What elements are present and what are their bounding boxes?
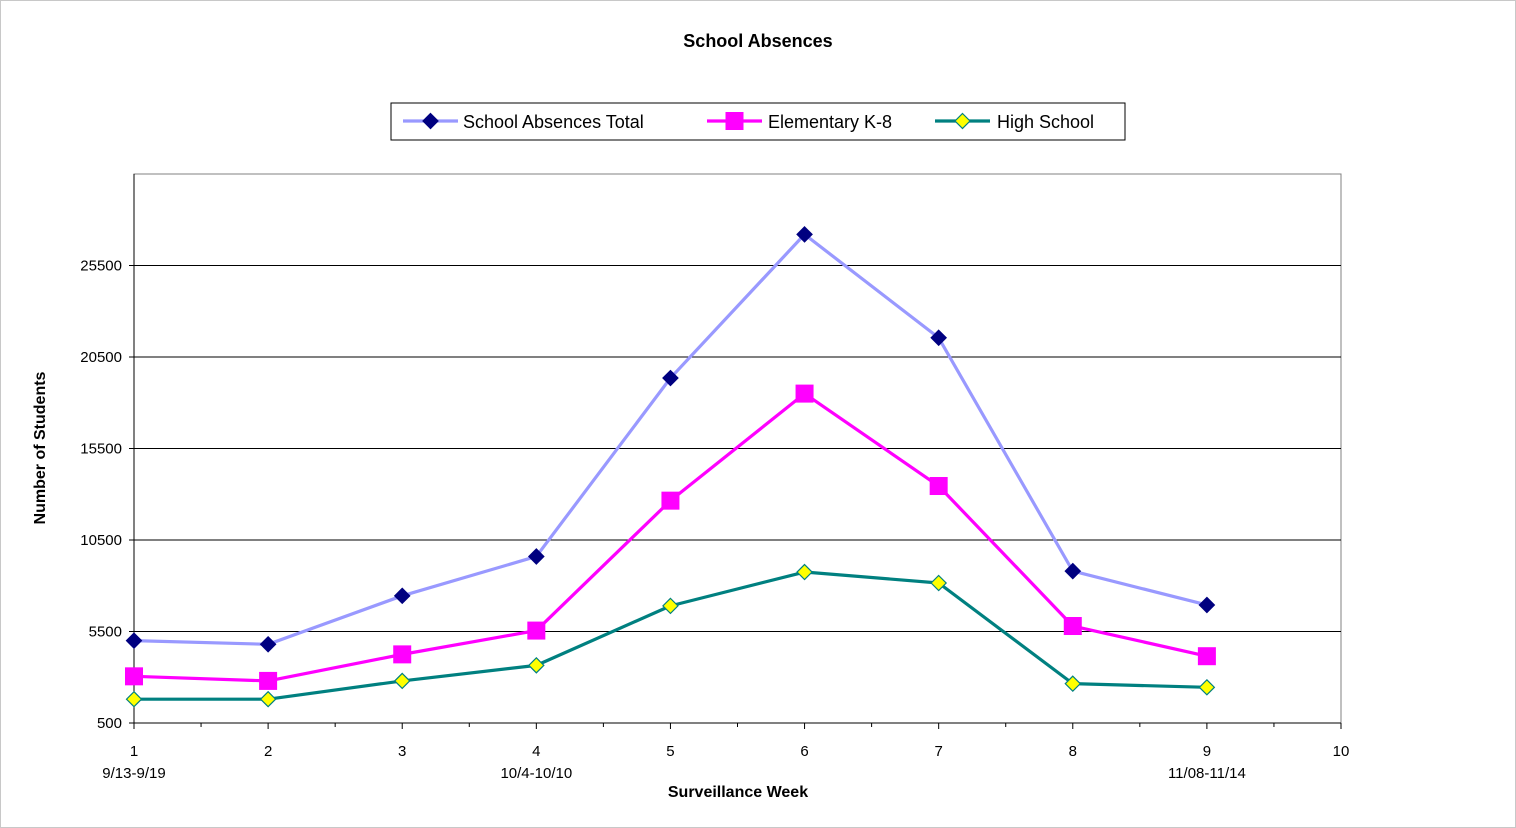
data-point (259, 635, 277, 653)
x-tick-label: 4 (532, 743, 540, 760)
x-tick-label: 3 (398, 743, 406, 760)
chart-legend: School Absences Total Elementary K-8 High … (390, 102, 1126, 141)
data-point (393, 672, 411, 690)
data-point (796, 563, 813, 581)
data-point (930, 329, 948, 347)
x-tick-label: 6 (800, 743, 808, 760)
data-point (393, 587, 411, 605)
x-tick-label: 8 (1069, 743, 1077, 760)
x-tick-label: 5 (666, 743, 674, 760)
data-point (527, 548, 545, 565)
data-point (662, 597, 679, 615)
x-tick-label: 7 (934, 743, 942, 760)
y-tick-label: 5500 (89, 624, 122, 641)
legend-item-1: Elementary K-8 (707, 112, 892, 132)
y-axis-title: Number of Students (32, 371, 49, 524)
data-point (1063, 617, 1082, 636)
legend-marker (954, 112, 971, 130)
y-tick-label: 10500 (80, 532, 122, 549)
data-point (527, 621, 546, 640)
data-point (1198, 678, 1216, 696)
data-point (796, 226, 813, 243)
data-point (393, 645, 412, 664)
x-tick-label: 2 (264, 743, 272, 760)
x-date-label: 9/13-9/19 (102, 765, 165, 782)
data-point (1197, 647, 1216, 666)
legend-marker (422, 112, 439, 130)
data-point (929, 477, 948, 496)
series-1 (125, 384, 1216, 690)
y-tick-label: 25500 (80, 258, 122, 275)
y-tick-label: 20500 (80, 349, 122, 366)
data-point (662, 369, 679, 387)
legend-marker (725, 112, 744, 130)
y-tick-label: 500 (97, 715, 122, 732)
data-point (1064, 562, 1082, 580)
data-point (125, 690, 143, 708)
y-tick-label: 15500 (80, 441, 122, 458)
x-date-label: 11/08-11/14 (1168, 765, 1246, 782)
x-axis-title: Surveillance Week (668, 784, 808, 801)
chart-title: School Absences (683, 31, 832, 51)
data-point (930, 574, 948, 592)
x-date-label: 10/4-10/10 (500, 765, 572, 782)
series-2 (125, 563, 1216, 708)
legend-item-2: High School (935, 112, 1094, 132)
data-point (1064, 675, 1082, 693)
data-point (795, 384, 814, 403)
series-0 (125, 226, 1216, 653)
x-tick-label: 1 (130, 743, 138, 760)
x-tick-label: 9 (1203, 743, 1211, 760)
x-tick-label: 10 (1333, 743, 1350, 760)
data-point (125, 632, 143, 649)
legend-label: School Absences Total (463, 112, 644, 132)
data-point (527, 657, 545, 674)
x-tick-labels: 1 2 3 4 5 6 7 8 9 10 9/13-9/19 10/4-10/10 11/08-11/1… (102, 743, 1349, 782)
series-layer (125, 226, 1216, 708)
legend-item-0: School Absences Total (403, 112, 644, 132)
data-point (661, 491, 680, 510)
data-point (125, 667, 143, 686)
data-point (259, 671, 278, 690)
legend-label: Elementary K-8 (768, 112, 892, 132)
data-point (259, 690, 277, 708)
data-point (1198, 596, 1216, 614)
legend-box (390, 102, 1126, 141)
legend-label: High School (997, 112, 1094, 132)
y-tick-labels: 500 5500 10500 15500 20500 25500 (80, 258, 122, 733)
axes (129, 174, 1342, 729)
